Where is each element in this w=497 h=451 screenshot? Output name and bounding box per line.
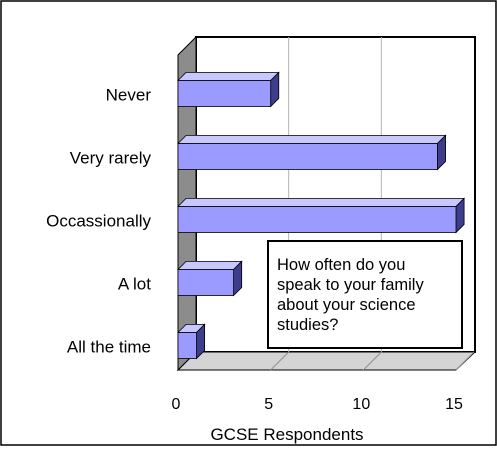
floor-gridline <box>270 351 290 371</box>
annotation-line: speak to your family <box>277 276 424 294</box>
bar-front <box>177 80 272 107</box>
category-label: A lot <box>118 275 151 294</box>
bar-top <box>177 134 447 144</box>
x-tick-label: 15 <box>445 396 463 413</box>
category-label: All the time <box>67 338 151 357</box>
bar-front <box>177 332 197 359</box>
bar-never <box>177 71 280 108</box>
bar-front <box>177 143 438 170</box>
category-label: Never <box>106 86 152 105</box>
bar-top <box>177 197 466 207</box>
bar-top <box>177 72 280 81</box>
annotation-box <box>267 240 463 349</box>
x-axis-title: GCSE Respondents <box>210 425 363 444</box>
bar-front <box>177 269 234 296</box>
annotation-line: How often do you <box>277 256 405 274</box>
bar-very-rarely <box>177 134 447 171</box>
x-tick-label: 10 <box>352 396 370 413</box>
bar-top <box>177 260 243 270</box>
x-tick-label: 5 <box>264 396 273 413</box>
bar-front <box>177 206 457 233</box>
floor-gridline <box>362 351 382 371</box>
category-label: Very rarely <box>70 149 152 168</box>
bar-all-the-time <box>177 323 206 360</box>
plot-floor <box>176 351 477 371</box>
bar-a-lot <box>177 260 243 297</box>
x-tick-label: 0 <box>172 396 181 413</box>
bar-occassionally <box>177 197 466 234</box>
category-label: Occassionally <box>46 212 151 231</box>
annotation-line: about your science <box>277 296 416 314</box>
floor-gridline <box>455 351 475 371</box>
annotation-line: studies? <box>277 316 338 334</box>
